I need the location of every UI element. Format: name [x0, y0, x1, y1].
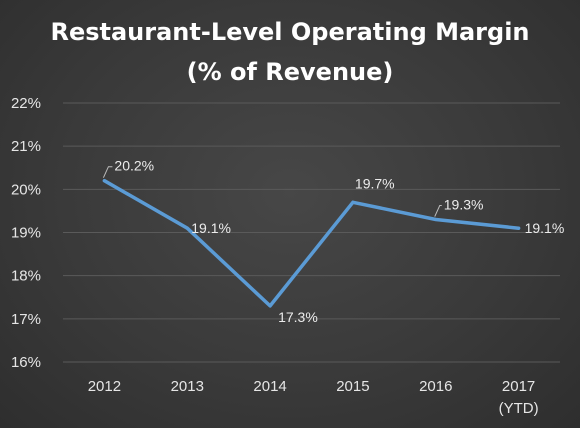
- y-axis-tick-labels: 16% 17% 18% 19% 20% 21% 22%: [11, 95, 41, 371]
- x-tick-sublabel: (YTD): [499, 400, 539, 417]
- data-label: 19.1%: [525, 220, 565, 236]
- y-tick-label: 20%: [11, 181, 41, 198]
- data-point: [102, 179, 106, 183]
- data-point: [185, 226, 189, 230]
- data-label: 19.3%: [444, 197, 484, 213]
- x-tick-label: 2013: [171, 378, 204, 395]
- data-point: [351, 200, 355, 204]
- series-layer: [102, 178, 521, 308]
- data-label: 19.7%: [355, 175, 395, 191]
- x-tick-label: 2015: [336, 378, 369, 395]
- chart-title: Restaurant-Level Operating Margin: [50, 18, 529, 46]
- y-tick-label: 17%: [11, 311, 41, 328]
- data-point: [517, 226, 521, 230]
- y-tick-label: 16%: [11, 354, 41, 371]
- y-tick-label: 18%: [11, 268, 41, 285]
- data-label: 17.3%: [278, 309, 318, 325]
- leader-line: [434, 205, 442, 217]
- y-tick-label: 21%: [11, 138, 41, 155]
- leader-line: [102, 166, 113, 178]
- data-labels: 20.2% 19.1% 17.3% 19.7% 19.3% 19.1%: [102, 158, 565, 325]
- x-tick-label: 2012: [88, 378, 121, 395]
- x-axis-tick-labels: 2012 2013 2014 2015 2016 2017 (YTD): [88, 378, 539, 417]
- y-tick-label: 19%: [11, 225, 41, 242]
- data-point: [434, 218, 438, 222]
- data-point: [268, 304, 272, 308]
- y-tick-label: 22%: [11, 95, 41, 112]
- x-tick-label: 2014: [253, 378, 286, 395]
- gridlines: [63, 102, 560, 363]
- data-label: 19.1%: [191, 220, 231, 236]
- chart-subtitle: (% of Revenue): [187, 58, 394, 86]
- x-tick-label: 2016: [419, 378, 452, 395]
- x-tick-label: 2017: [502, 378, 535, 395]
- data-label: 20.2%: [114, 158, 154, 174]
- series-line: [102, 178, 521, 308]
